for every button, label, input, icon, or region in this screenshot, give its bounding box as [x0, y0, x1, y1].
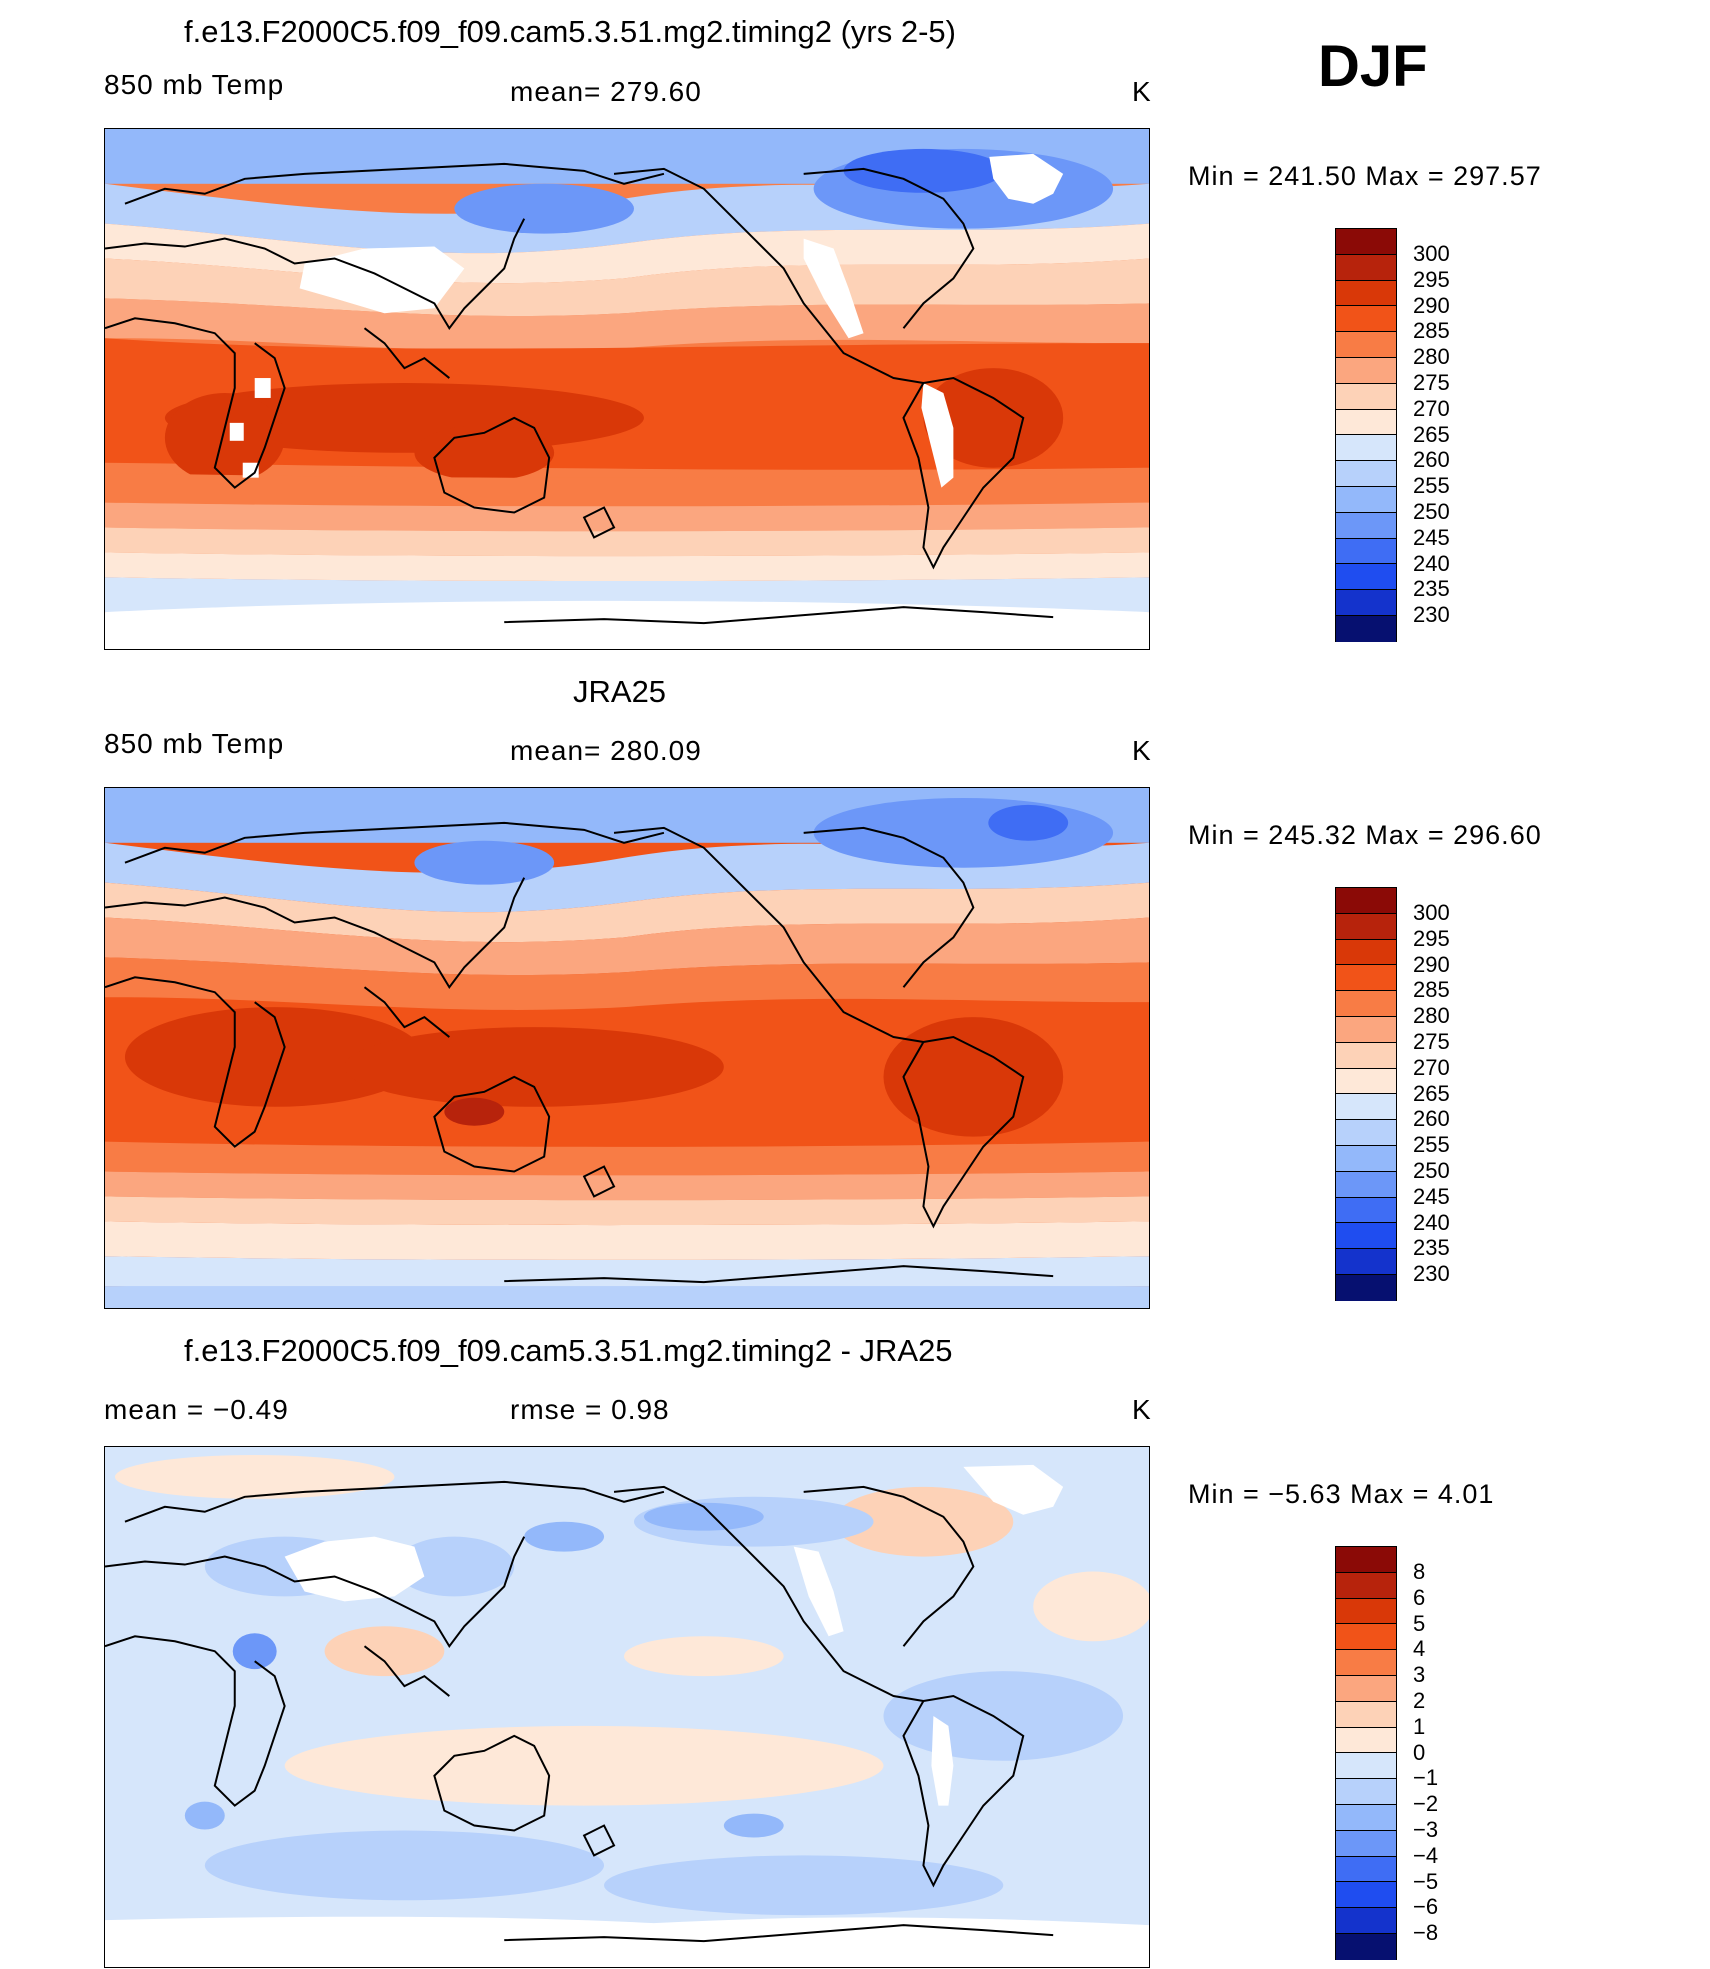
- panel3-colorbar-tick: −2: [1413, 1791, 1439, 1816]
- panel1-colorbar-tick: 255: [1413, 473, 1450, 498]
- panel2-colorbar: [1335, 887, 1397, 1301]
- panel3-units-label: K: [1132, 1394, 1152, 1425]
- panel2-colorbar-tick: 295: [1413, 926, 1450, 951]
- panel1-colorbar-tick: 280: [1413, 344, 1450, 369]
- panel3-colorbar-tick: −6: [1413, 1894, 1439, 1919]
- panel1-minmax-label: Min = 241.50 Max = 297.57: [1188, 161, 1542, 191]
- panel2-colorbar-tick: 240: [1413, 1210, 1450, 1235]
- panel3-minmax-label: Min = −5.63 Max = 4.01: [1188, 1479, 1495, 1509]
- panel1-colorbar-tick: 270: [1413, 396, 1450, 421]
- panel3-colorbar-tick: 8: [1413, 1559, 1426, 1584]
- panel2-colorbar-tick: 250: [1413, 1158, 1450, 1183]
- panel2-colorbar-tick: 280: [1413, 1003, 1450, 1028]
- panel2-units-label: K: [1132, 735, 1152, 766]
- panel2-colorbar-tick: 270: [1413, 1055, 1450, 1080]
- panel3-colorbar-tick: −1: [1413, 1765, 1439, 1790]
- panel1-colorbar: [1335, 228, 1397, 642]
- panel2-colorbar-tick: 290: [1413, 952, 1450, 977]
- panel2-colorbar-tick: 260: [1413, 1106, 1450, 1131]
- panel3-colorbar-tick: 0: [1413, 1740, 1426, 1765]
- panel2-title: JRA25: [573, 674, 667, 709]
- panel3-colorbar-tick: 3: [1413, 1662, 1426, 1687]
- panel3-colorbar-tick: −8: [1413, 1920, 1439, 1945]
- panel1-colorbar-tick: 295: [1413, 267, 1450, 292]
- panel3-colorbar-tick: −4: [1413, 1843, 1439, 1868]
- panel2-minmax-label: Min = 245.32 Max = 296.60: [1188, 820, 1542, 850]
- panel2-variable-label: 850 mb Temp: [104, 728, 285, 759]
- panel1-colorbar-tick: 240: [1413, 551, 1450, 576]
- panel3-colorbar-tick: 5: [1413, 1611, 1426, 1636]
- panel3-title: f.e13.F2000C5.f09_f09.cam5.3.51.mg2.timi…: [184, 1333, 953, 1368]
- panel2-colorbar-tick: 255: [1413, 1132, 1450, 1157]
- panel2-colorbar-tick: 235: [1413, 1235, 1450, 1260]
- panel3-rmse-label: rmse = 0.98: [510, 1394, 670, 1425]
- panel3-mean-label: mean = −0.49: [104, 1394, 289, 1425]
- panel1-colorbar-tick: 260: [1413, 447, 1450, 472]
- panel1-colorbar-tick: 235: [1413, 576, 1450, 601]
- panel3-colorbar-tick: 6: [1413, 1585, 1426, 1610]
- panel1-map: [104, 128, 1150, 650]
- season-label: DJF: [1318, 34, 1428, 99]
- panel1-colorbar-tick: 230: [1413, 602, 1450, 627]
- panel1-units-label: K: [1132, 76, 1152, 107]
- panel3-map-field: [105, 1447, 1149, 1967]
- panel1-map-field: [105, 129, 1149, 649]
- panel2-map: [104, 787, 1150, 1309]
- panel2-colorbar-tick: 300: [1413, 900, 1450, 925]
- panel3-colorbar-tick: −3: [1413, 1817, 1439, 1842]
- panel2-colorbar-tick: 285: [1413, 977, 1450, 1002]
- panel2-colorbar-tick: 265: [1413, 1081, 1450, 1106]
- panel1-colorbar-tick: 285: [1413, 318, 1450, 343]
- panel1-colorbar-tick: 265: [1413, 422, 1450, 447]
- panel2-colorbar-tick: 230: [1413, 1261, 1450, 1286]
- panel1-colorbar-tick: 290: [1413, 293, 1450, 318]
- panel1-variable-label: 850 mb Temp: [104, 69, 285, 100]
- panel3-colorbar-tick: 1: [1413, 1714, 1426, 1739]
- panel1-colorbar-tick: 275: [1413, 370, 1450, 395]
- panel1-colorbar-tick: 250: [1413, 499, 1450, 524]
- panel2-colorbar-tick: 275: [1413, 1029, 1450, 1054]
- panel2-map-field: [105, 788, 1149, 1308]
- panel1-title: f.e13.F2000C5.f09_f09.cam5.3.51.mg2.timi…: [184, 14, 956, 49]
- panel1-colorbar-tick: 300: [1413, 241, 1450, 266]
- panel3-map: [104, 1446, 1150, 1968]
- panel1-mean-label: mean= 279.60: [510, 76, 702, 107]
- panel3-colorbar: [1335, 1546, 1397, 1960]
- panel3-colorbar-tick: −5: [1413, 1869, 1439, 1894]
- panel3-colorbar-tick: 2: [1413, 1688, 1426, 1713]
- panel3-colorbar-tick: 4: [1413, 1636, 1426, 1661]
- panel1-colorbar-tick: 245: [1413, 525, 1450, 550]
- panel2-mean-label: mean= 280.09: [510, 735, 702, 766]
- panel2-colorbar-tick: 245: [1413, 1184, 1450, 1209]
